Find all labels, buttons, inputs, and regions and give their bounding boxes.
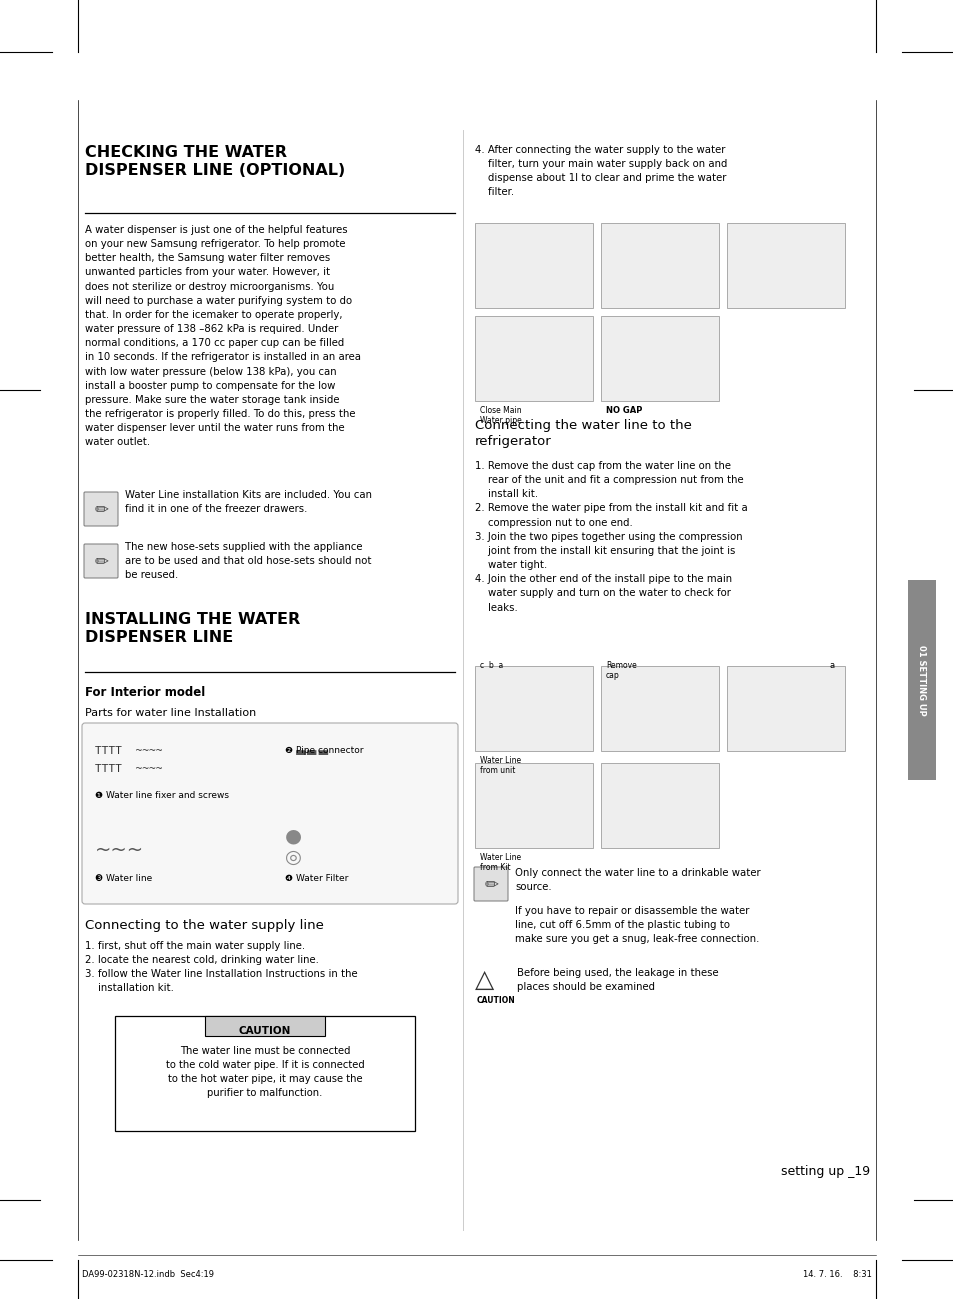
FancyBboxPatch shape <box>84 492 118 526</box>
Text: ✏: ✏ <box>483 876 497 892</box>
Text: c  b  a: c b a <box>479 661 503 670</box>
Bar <box>600 666 719 751</box>
Text: CAUTION: CAUTION <box>476 996 516 1005</box>
Bar <box>726 666 844 751</box>
Text: ❹ Water Filter: ❹ Water Filter <box>285 874 348 883</box>
Bar <box>907 579 935 779</box>
Text: The water line must be connected
to the cold water pipe. If it is connected
to t: The water line must be connected to the … <box>166 1046 364 1098</box>
Text: Water Line
from unit: Water Line from unit <box>479 756 520 776</box>
Text: Before being used, the leakage in these
places should be examined: Before being used, the leakage in these … <box>517 968 718 992</box>
Bar <box>475 223 593 308</box>
Text: Connecting the water line to the
refrigerator: Connecting the water line to the refrige… <box>475 420 691 448</box>
Bar <box>600 223 719 308</box>
Text: Only connect the water line to a drinkable water
source.: Only connect the water line to a drinkab… <box>515 868 760 892</box>
Text: 4. After connecting the water supply to the water
    filter, turn your main wat: 4. After connecting the water supply to … <box>475 145 726 197</box>
Bar <box>115 1016 415 1131</box>
Text: a: a <box>829 661 834 670</box>
Text: TTTT  ~~~~: TTTT ~~~~ <box>95 764 162 774</box>
Text: TTTT  ~~~~: TTTT ~~~~ <box>95 746 162 756</box>
Text: If you have to repair or disassemble the water
line, cut off 6.5mm of the plasti: If you have to repair or disassemble the… <box>515 905 759 944</box>
Text: ●
◎: ● ◎ <box>285 826 302 866</box>
Text: 14. 7. 16.    8:31: 14. 7. 16. 8:31 <box>802 1270 871 1280</box>
Text: DA99-02318N-12.indb  Sec4:19: DA99-02318N-12.indb Sec4:19 <box>82 1270 213 1280</box>
Text: Connecting to the water supply line: Connecting to the water supply line <box>85 918 323 931</box>
Text: INSTALLING THE WATER
DISPENSER LINE: INSTALLING THE WATER DISPENSER LINE <box>85 612 300 646</box>
Text: CHECKING THE WATER
DISPENSER LINE (OPTIONAL): CHECKING THE WATER DISPENSER LINE (OPTIO… <box>85 145 345 178</box>
Text: 1. first, shut off the main water supply line.
2. locate the nearest cold, drink: 1. first, shut off the main water supply… <box>85 940 357 994</box>
Text: The new hose-sets supplied with the appliance
are to be used and that old hose-s: The new hose-sets supplied with the appl… <box>125 542 371 579</box>
Text: ✏: ✏ <box>94 500 108 518</box>
Text: Water Line installation Kits are included. You can
find it in one of the freezer: Water Line installation Kits are include… <box>125 490 372 514</box>
FancyBboxPatch shape <box>474 866 507 902</box>
Text: △: △ <box>475 968 494 992</box>
Bar <box>475 666 593 751</box>
Text: setting up _19: setting up _19 <box>781 1165 869 1178</box>
Text: For Interior model: For Interior model <box>85 686 205 699</box>
Text: A water dispenser is just one of the helpful features
on your new Samsung refrig: A water dispenser is just one of the hel… <box>85 225 360 447</box>
Text: NO GAP: NO GAP <box>605 407 641 414</box>
Text: Water Line
from Kit: Water Line from Kit <box>479 853 520 873</box>
Text: ▬▬▬: ▬▬▬ <box>294 746 330 759</box>
FancyBboxPatch shape <box>84 544 118 578</box>
Text: Remove
cap: Remove cap <box>605 661 636 681</box>
Text: ~~~: ~~~ <box>95 840 144 860</box>
Text: ❸ Water line: ❸ Water line <box>95 874 152 883</box>
Text: ✏: ✏ <box>94 552 108 570</box>
Bar <box>600 763 719 848</box>
Text: Parts for water line Installation: Parts for water line Installation <box>85 708 256 718</box>
Bar <box>475 316 593 401</box>
Text: Close Main
Water pipe: Close Main Water pipe <box>479 407 521 425</box>
Text: ❷ Pipe connector: ❷ Pipe connector <box>285 746 363 755</box>
Bar <box>205 1016 325 1037</box>
Text: 1. Remove the dust cap from the water line on the
    rear of the unit and fit a: 1. Remove the dust cap from the water li… <box>475 461 747 613</box>
FancyBboxPatch shape <box>82 724 457 904</box>
Text: CAUTION: CAUTION <box>238 1026 291 1037</box>
Bar <box>935 579 953 779</box>
Bar <box>726 223 844 308</box>
Text: 01 SETTING UP: 01 SETTING UP <box>917 644 925 716</box>
Bar <box>600 316 719 401</box>
Text: ❶ Water line fixer and screws: ❶ Water line fixer and screws <box>95 791 229 800</box>
Bar <box>475 763 593 848</box>
